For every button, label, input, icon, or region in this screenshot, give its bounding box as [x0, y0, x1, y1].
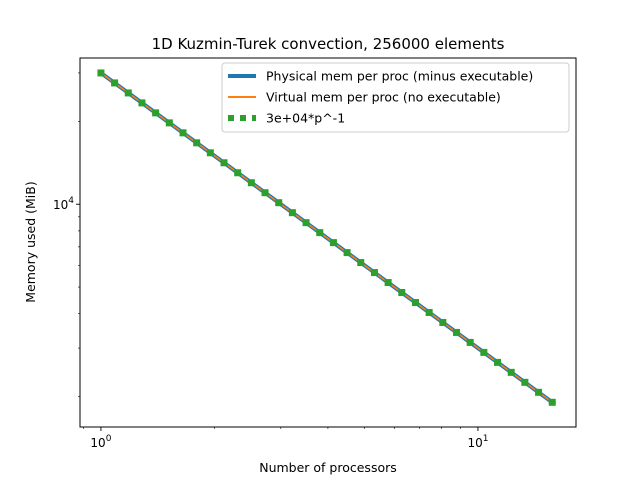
legend-label-fit: 3e+04*p^-1	[266, 111, 345, 126]
fit-marker-point	[384, 279, 392, 287]
legend: Physical mem per proc (minus executable)…	[221, 62, 570, 133]
fit-marker-point	[411, 298, 419, 306]
fit-marker-point	[111, 79, 119, 87]
plot-lines	[99, 71, 557, 406]
fit-marker-point	[507, 368, 515, 376]
fit-marker-point	[343, 249, 351, 257]
fit-marker-point	[316, 229, 324, 237]
fit-marker-point	[193, 139, 201, 147]
series-line-1	[100, 72, 556, 405]
y-axis-label: Memory used (MiB)	[23, 181, 38, 302]
fit-marker-point	[535, 388, 543, 396]
fit-marker-point	[425, 308, 433, 316]
fit-marker-point	[439, 318, 447, 326]
fit-marker-point	[234, 169, 242, 177]
fit-marker-point	[480, 348, 488, 356]
x-tick-label: 101	[467, 434, 488, 450]
legend-box	[221, 62, 570, 133]
fit-marker-point	[329, 239, 337, 247]
fit-marker-point	[521, 378, 529, 386]
fit-marker-point	[302, 219, 310, 227]
x-axis-label: Number of processors	[259, 460, 397, 475]
fit-marker-point	[466, 338, 474, 346]
x-tick-label: 100	[90, 434, 111, 450]
fit-marker-point	[124, 89, 132, 97]
fit-marker-point	[357, 259, 365, 267]
fit-marker-point	[97, 69, 105, 77]
legend-label-virtual: Virtual mem per proc (no executable)	[266, 90, 501, 105]
fit-marker-point	[138, 99, 146, 107]
fit-marker-point	[165, 119, 173, 127]
fit-marker-point	[398, 289, 406, 297]
chart-title: 1D Kuzmin-Turek convection, 256000 eleme…	[152, 35, 505, 53]
fit-marker-point	[494, 358, 502, 366]
x-axis: 100 101	[83, 427, 488, 450]
plot-markers	[97, 69, 556, 406]
fit-marker-point	[152, 109, 160, 117]
fit-marker-point	[261, 189, 269, 197]
fit-marker-point	[247, 179, 255, 187]
fit-marker-point	[452, 328, 460, 336]
fit-marker-point	[220, 159, 228, 167]
y-axis: 104	[53, 72, 80, 397]
fit-marker-point	[288, 209, 296, 217]
fit-marker-point	[548, 398, 556, 406]
fit-marker-point	[275, 199, 283, 207]
fit-marker-point	[206, 149, 214, 157]
legend-label-physical: Physical mem per proc (minus executable)	[266, 69, 533, 84]
fit-marker-point	[370, 269, 378, 277]
y-tick-label: 104	[53, 196, 74, 212]
fit-marker-point	[179, 129, 187, 137]
